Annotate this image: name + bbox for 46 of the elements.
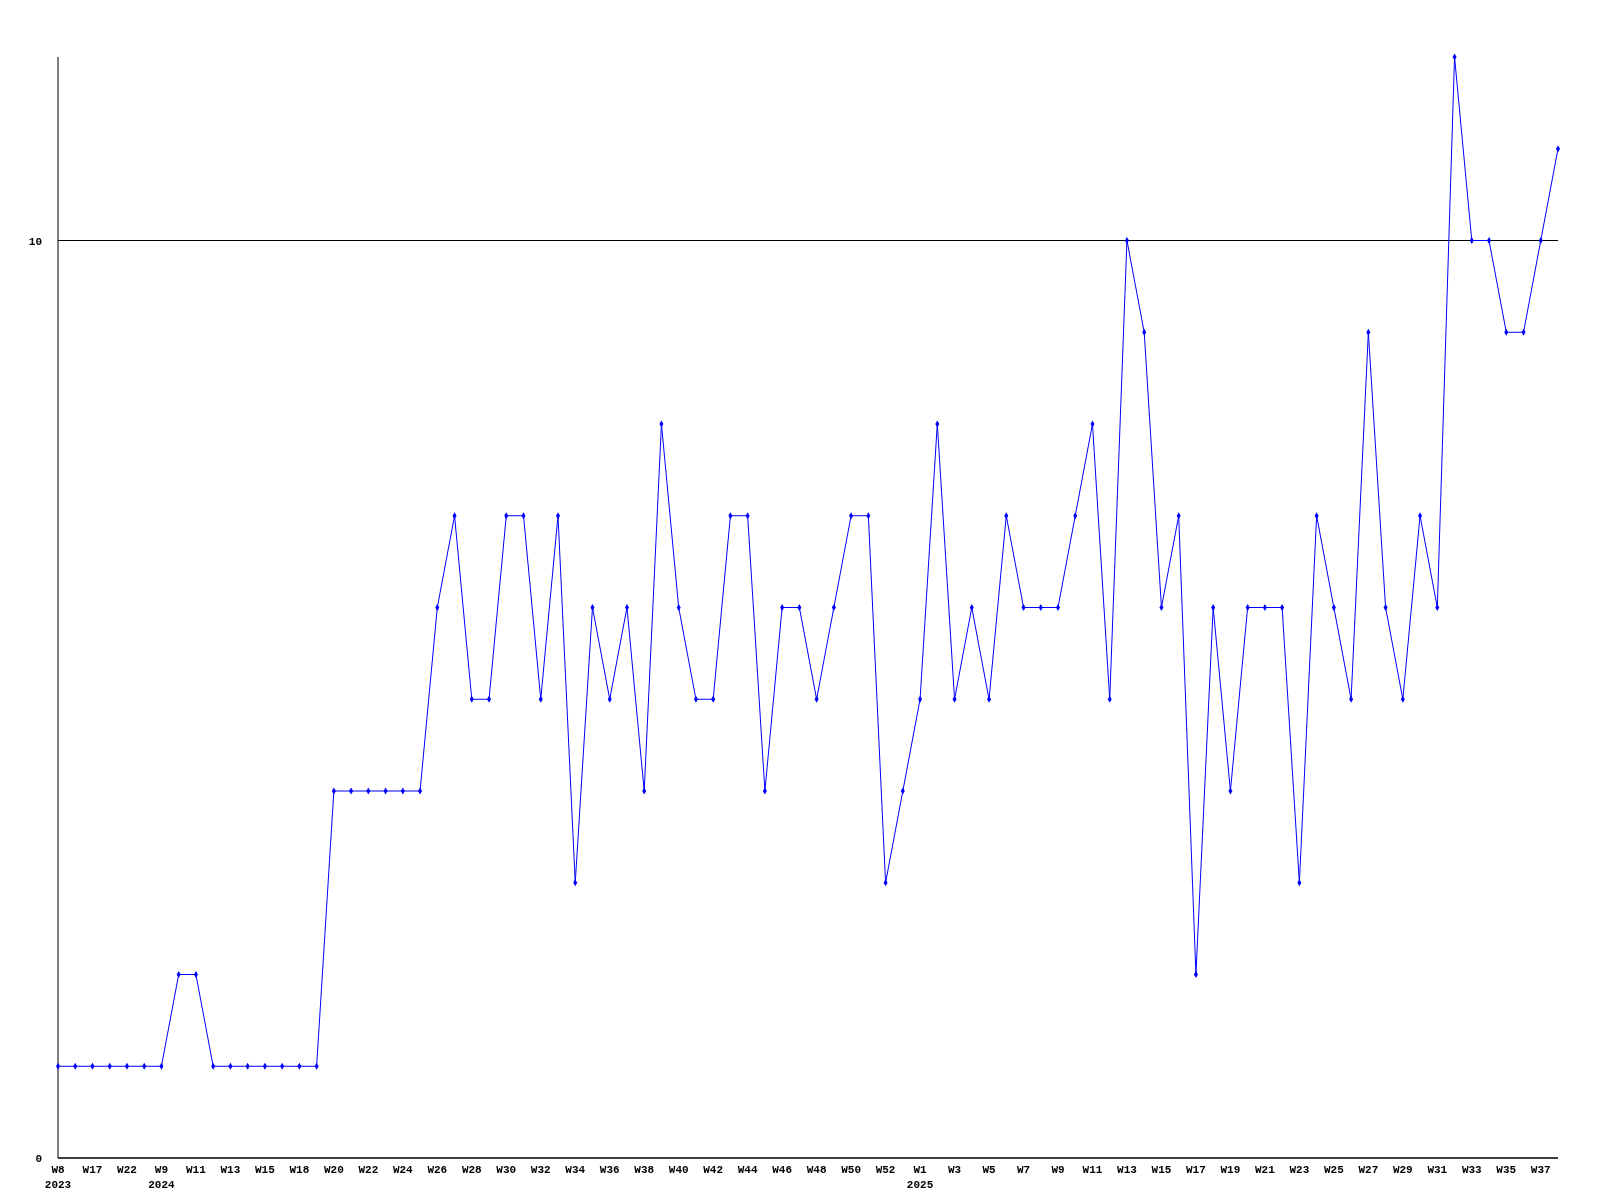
x-tick-label: W29 xyxy=(1392,1164,1413,1176)
x-tick-label: W44 xyxy=(737,1164,758,1176)
x-tick-label: W9 2024 xyxy=(148,1164,176,1191)
x-tick-label: W5 xyxy=(982,1164,997,1176)
x-tick-label: W32 xyxy=(530,1164,551,1176)
x-tick-label: W37 xyxy=(1530,1164,1551,1176)
x-tick-label: W50 xyxy=(841,1164,862,1176)
y-tick-label: 0 xyxy=(35,1153,42,1165)
x-tick-label: W13 xyxy=(1117,1164,1138,1176)
x-tick-label: W52 xyxy=(875,1164,896,1176)
x-tick-label: W34 xyxy=(565,1164,586,1176)
x-tick-label: W7 xyxy=(1016,1164,1031,1176)
x-tick-label: W27 xyxy=(1358,1164,1379,1176)
x-tick-label: W19 xyxy=(1220,1164,1241,1176)
x-tick-label: W26 xyxy=(427,1164,448,1176)
x-tick-label: W48 xyxy=(806,1164,827,1176)
x-tick-label: W8 2023 xyxy=(44,1164,72,1191)
x-tick-label: W18 xyxy=(289,1164,310,1176)
x-tick-label: W35 xyxy=(1496,1164,1517,1176)
x-tick-label: W13 xyxy=(220,1164,241,1176)
x-tick-label: W15 xyxy=(1151,1164,1172,1176)
x-tick-label: W22 xyxy=(358,1164,379,1176)
x-tick-label: W20 xyxy=(323,1164,344,1176)
x-tick-label: W28 xyxy=(461,1164,483,1176)
x-tick-label: W11 xyxy=(186,1164,207,1176)
x-tick-label: W40 xyxy=(668,1164,689,1176)
y-tick-label: 10 xyxy=(28,235,42,248)
x-tick-label: W36 xyxy=(599,1164,620,1176)
x-tick-label: W30 xyxy=(496,1164,517,1176)
x-tick-label: W46 xyxy=(772,1164,793,1176)
x-tick-label: W38 xyxy=(634,1164,655,1176)
x-tick-label: W23 xyxy=(1289,1164,1310,1176)
x-tick-label: W24 xyxy=(392,1164,414,1176)
x-tick-label: W9 xyxy=(1051,1164,1065,1176)
x-tick-label: W1 2025 xyxy=(906,1164,934,1191)
x-tick-label: W11 xyxy=(1082,1164,1103,1176)
x-tick-label: W17 xyxy=(82,1164,103,1176)
x-tick-label: W22 xyxy=(117,1164,137,1176)
x-tick-label: W21 xyxy=(1254,1164,1276,1176)
x-tick-label: W33 xyxy=(1461,1164,1483,1176)
x-tick-label: W42 xyxy=(703,1164,724,1176)
x-tick-label: W15 xyxy=(254,1164,276,1176)
x-tick-label: W31 xyxy=(1427,1164,1448,1176)
x-tick-label: W3 xyxy=(947,1164,962,1176)
x-tick-label: W25 xyxy=(1323,1164,1345,1176)
x-tick-label: W17 xyxy=(1186,1164,1206,1176)
